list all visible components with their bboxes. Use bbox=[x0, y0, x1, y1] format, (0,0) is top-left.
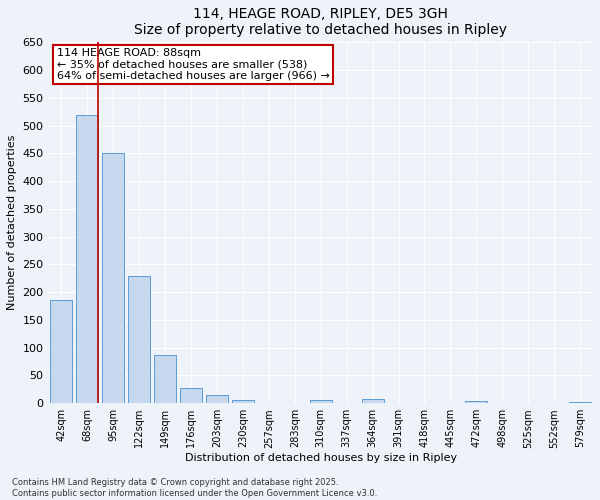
Bar bbox=[180, 388, 202, 403]
Title: 114, HEAGE ROAD, RIPLEY, DE5 3GH
Size of property relative to detached houses in: 114, HEAGE ROAD, RIPLEY, DE5 3GH Size of… bbox=[134, 7, 507, 37]
Bar bbox=[466, 402, 487, 403]
Bar bbox=[76, 114, 98, 403]
Bar bbox=[128, 276, 150, 403]
X-axis label: Distribution of detached houses by size in Ripley: Distribution of detached houses by size … bbox=[185, 453, 457, 463]
Bar bbox=[102, 154, 124, 403]
Y-axis label: Number of detached properties: Number of detached properties bbox=[7, 135, 17, 310]
Bar bbox=[362, 400, 383, 403]
Bar bbox=[206, 396, 228, 403]
Text: Contains HM Land Registry data © Crown copyright and database right 2025.
Contai: Contains HM Land Registry data © Crown c… bbox=[12, 478, 377, 498]
Text: 114 HEAGE ROAD: 88sqm
← 35% of detached houses are smaller (538)
64% of semi-det: 114 HEAGE ROAD: 88sqm ← 35% of detached … bbox=[56, 48, 329, 81]
Bar bbox=[232, 400, 254, 403]
Bar bbox=[310, 400, 332, 403]
Bar bbox=[154, 355, 176, 403]
Bar bbox=[50, 300, 73, 403]
Bar bbox=[569, 402, 591, 403]
